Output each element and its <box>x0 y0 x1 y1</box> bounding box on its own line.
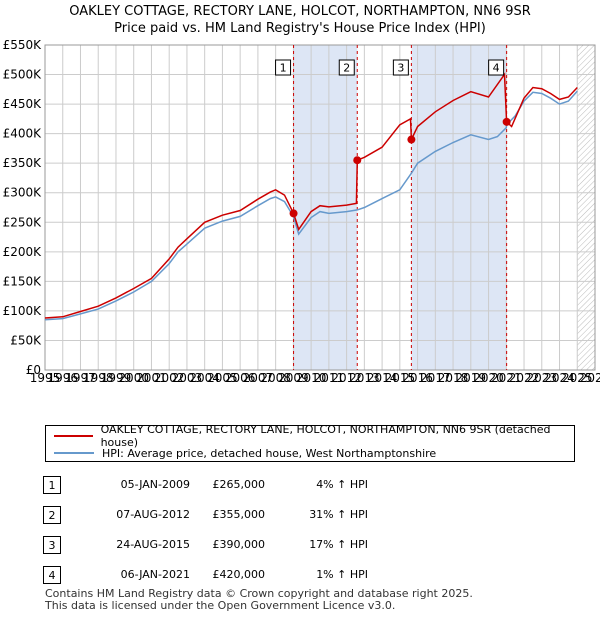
hpi-line <box>44 90 578 321</box>
x-tick-label: 2005 <box>207 371 238 385</box>
y-tick-label: £350K <box>3 156 43 170</box>
x-tick-label: 2019 <box>456 371 487 385</box>
chart-title: OAKLEY COTTAGE, RECTORY LANE, HOLCOT, NO… <box>69 4 531 19</box>
x-tick-label: 2026 <box>580 371 600 385</box>
transaction-number-badge: 2 <box>43 506 61 524</box>
x-tick-label: 2012 <box>331 371 362 385</box>
plot-border <box>44 44 596 371</box>
x-tick-label: 2010 <box>296 371 327 385</box>
sale-point <box>289 209 298 218</box>
transaction-date: 07-AUG-2012 <box>116 508 190 521</box>
y-tick-label: £450K <box>3 97 43 111</box>
x-tick-label: 1998 <box>83 371 114 385</box>
y-tick-label: £300K <box>3 186 43 200</box>
sale-point <box>353 156 362 165</box>
x-tick-label: 2003 <box>172 371 203 385</box>
footer-line-2: This data is licensed under the Open Gov… <box>45 599 396 612</box>
sale-point <box>407 135 416 144</box>
x-tick-label: 2018 <box>438 371 469 385</box>
legend-label-hpi: HPI: Average price, detached house, West… <box>102 446 437 460</box>
transaction-number-badge: 1 <box>43 476 61 494</box>
transaction-date: 05-JAN-2009 <box>120 478 190 491</box>
x-tick-label: 1996 <box>47 371 78 385</box>
transaction-price: £265,000 <box>212 478 266 491</box>
x-tick-label: 2002 <box>154 371 185 385</box>
sale-badge <box>275 59 292 76</box>
x-tick-label: 2015 <box>385 371 416 385</box>
sale-badge <box>392 59 409 76</box>
y-tick-label: £250K <box>3 215 43 229</box>
x-tick-label: 2016 <box>402 371 433 385</box>
transaction-hpi-change: 31% ↑ HPI <box>309 508 368 521</box>
x-tick-label: 2020 <box>473 371 504 385</box>
x-tick-label: 1999 <box>101 371 132 385</box>
transaction-date: 24-AUG-2015 <box>116 538 190 551</box>
legend-line-hpi <box>54 452 94 454</box>
x-tick-label: 1997 <box>65 371 96 385</box>
price-chart: £0 £50K £100K £150K £200K £250K £300K £350K £400… <box>3 38 600 385</box>
shaded-period <box>411 45 507 370</box>
y-tick-label: £550K <box>3 38 43 52</box>
legend-label-property: OAKLEY COTTAGE, RECTORY LANE, HOLCOT, NO… <box>100 423 551 449</box>
table-row: 4 06-JAN-2021 £420,000 1% ↑ HPI <box>40 566 560 586</box>
legend-item-hpi: HPI: Average price, detached house, West… <box>54 445 436 461</box>
property-line <box>44 72 578 319</box>
transaction-number-badge: 3 <box>43 536 61 554</box>
shaded-period <box>293 45 358 370</box>
x-tick-label: 2008 <box>260 371 291 385</box>
sale-badge-label: 4 <box>493 62 500 75</box>
legend-line-property <box>54 435 93 437</box>
x-tick-label: 2014 <box>367 371 398 385</box>
y-tick-label: £0 <box>26 363 41 377</box>
x-tick-label: 2017 <box>420 371 451 385</box>
transaction-number-badge: 4 <box>43 566 61 584</box>
transaction-date: 06-JAN-2021 <box>120 568 190 581</box>
transaction-price: £420,000 <box>212 568 266 581</box>
x-tick-label: 2025 <box>562 371 593 385</box>
footer-line-1: Contains HM Land Registry data © Crown c… <box>45 587 473 600</box>
sale-point <box>502 117 511 126</box>
x-tick-label: 2023 <box>527 371 558 385</box>
x-tick-label: 2011 <box>314 371 345 385</box>
transaction-hpi-change: 1% ↑ HPI <box>316 568 368 581</box>
x-tick-label: 2021 <box>491 371 522 385</box>
y-tick-label: £400K <box>3 127 43 141</box>
transaction-price: £355,000 <box>212 508 266 521</box>
transaction-price: £390,000 <box>212 538 266 551</box>
table-row: 2 07-AUG-2012 £355,000 31% ↑ HPI <box>40 506 560 526</box>
x-tick-label: 2001 <box>136 371 167 385</box>
chart-subtitle: Price paid vs. HM Land Registry's House … <box>114 21 486 36</box>
y-tick-label: £200K <box>3 245 43 259</box>
transaction-hpi-change: 4% ↑ HPI <box>316 478 368 491</box>
sale-badge-label: 1 <box>280 62 287 75</box>
sale-badge <box>338 59 355 76</box>
future-hatch <box>577 45 595 370</box>
x-tick-label: 1995 <box>30 371 61 385</box>
sale-badge <box>488 59 505 76</box>
x-tick-label: 2009 <box>278 371 309 385</box>
x-tick-label: 2007 <box>243 371 274 385</box>
sale-badge-label: 3 <box>397 62 404 75</box>
x-tick-label: 2000 <box>118 371 149 385</box>
x-tick-label: 2013 <box>349 371 380 385</box>
y-tick-label: £150K <box>3 274 43 288</box>
chart-legend: OAKLEY COTTAGE, RECTORY LANE, HOLCOT, NO… <box>45 423 575 462</box>
transaction-hpi-change: 17% ↑ HPI <box>309 538 368 551</box>
legend-item-property: OAKLEY COTTAGE, RECTORY LANE, HOLCOT, NO… <box>54 423 574 449</box>
table-row: 1 05-JAN-2009 £265,000 4% ↑ HPI <box>40 476 560 496</box>
sale-badge-label: 2 <box>343 62 350 75</box>
y-tick-label: £100K <box>3 304 43 318</box>
x-tick-label: 2006 <box>225 371 256 385</box>
y-tick-label: £500K <box>3 68 43 82</box>
table-row: 3 24-AUG-2015 £390,000 17% ↑ HPI <box>40 536 560 556</box>
y-tick-label: £50K <box>10 333 42 347</box>
x-tick-label: 2024 <box>544 371 575 385</box>
x-tick-label: 2004 <box>189 371 220 385</box>
x-tick-label: 2022 <box>509 371 540 385</box>
footer-attribution: Contains HM Land Registry data © Crown c… <box>45 588 473 612</box>
